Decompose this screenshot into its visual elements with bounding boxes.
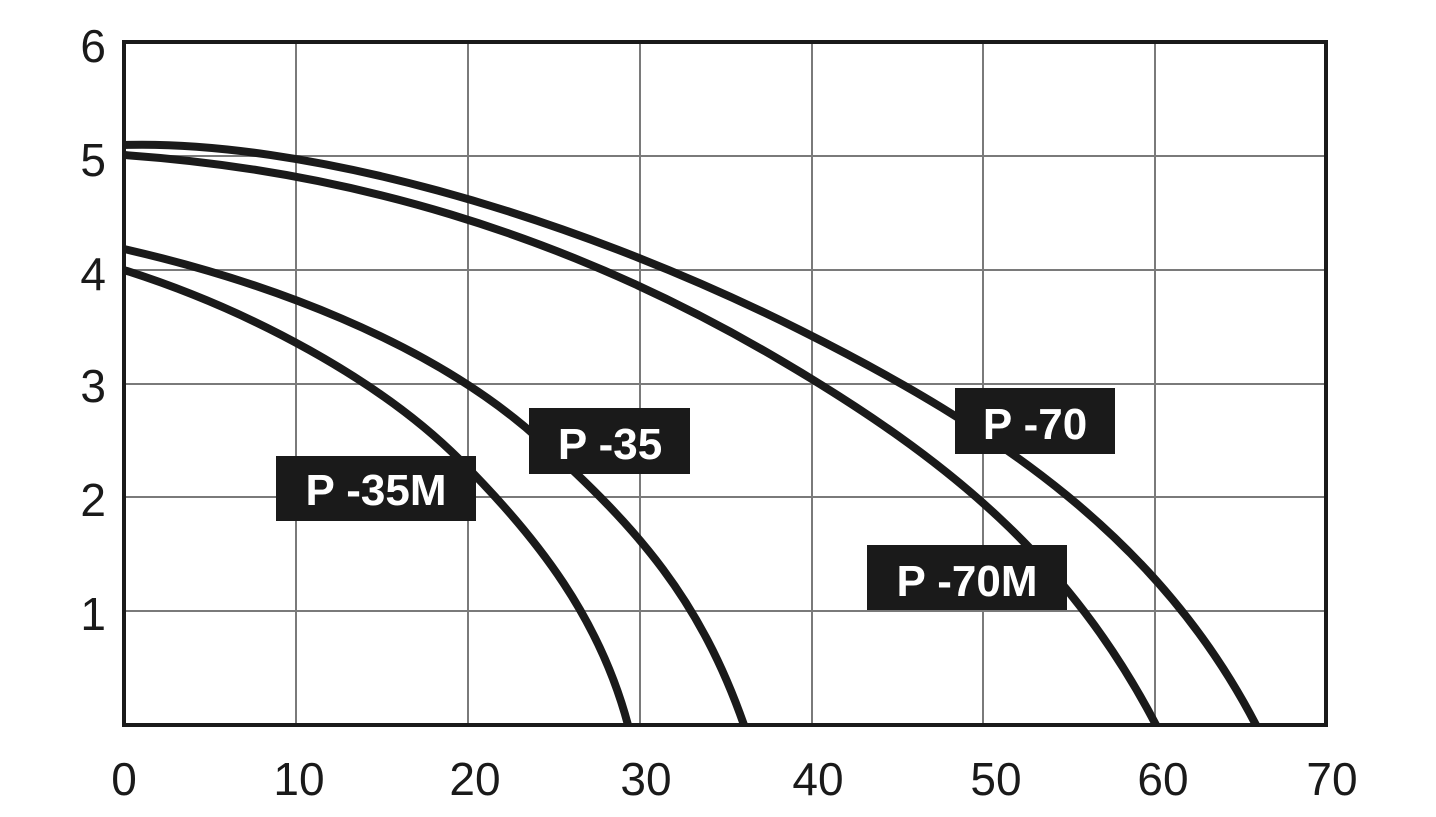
label-p70m-text: P -70M [896,557,1037,606]
x-tick-60: 60 [1137,753,1188,805]
y-tick-6: 6 [80,20,106,72]
x-tick-0: 0 [111,753,137,805]
x-tick-10: 10 [273,753,324,805]
y-tick-5: 5 [80,134,106,186]
label-p35-text: P -35 [558,420,662,469]
y-tick-1: 1 [80,588,106,640]
y-axis-ticks: 6 5 4 3 2 1 [80,20,106,640]
x-tick-70: 70 [1306,753,1357,805]
x-tick-20: 20 [449,753,500,805]
grid [124,42,1326,725]
label-p35: P -35 [529,408,690,474]
y-tick-2: 2 [80,474,106,526]
x-tick-30: 30 [620,753,671,805]
plot-frame [122,40,1328,727]
label-p70m: P -70M [867,545,1067,610]
label-p35m-text: P -35M [305,466,446,515]
x-tick-50: 50 [970,753,1021,805]
label-p35m: P -35M [276,456,476,521]
x-tick-40: 40 [792,753,843,805]
x-axis-ticks: 0 10 20 30 40 50 60 70 [111,753,1357,805]
curve-p70 [123,140,1260,727]
y-tick-3: 3 [80,360,106,412]
label-p70-text: P -70 [983,400,1087,449]
y-tick-4: 4 [80,248,106,300]
label-p70: P -70 [955,388,1115,454]
